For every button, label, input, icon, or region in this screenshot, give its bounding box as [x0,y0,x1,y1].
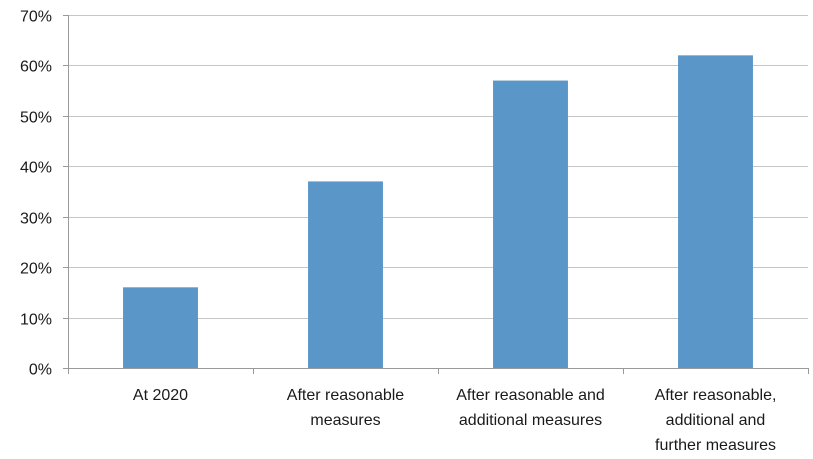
x-category-label-line: further measures [655,437,776,454]
gridlines [68,15,808,319]
x-category-label-line: At 2020 [133,387,188,404]
bar [308,181,383,368]
y-axis-tick-labels: 0% 10% 20% 30% 40% 50% 60% 70% [20,9,52,379]
x-category-label-line: measures [310,412,380,429]
x-category-label-line: After reasonable, [655,387,777,404]
y-tick-label: 60% [20,59,52,76]
bar [123,287,198,368]
axes [63,15,809,374]
bar [678,55,753,368]
y-tick-label: 30% [20,211,52,228]
x-category-label-line: After reasonable and [456,387,605,404]
y-tick-label: 0% [29,362,52,379]
bars [123,55,753,369]
bar [493,80,568,369]
y-tick-label: 20% [20,261,52,278]
x-category-label: At 2020 [133,387,188,404]
x-category-label-line: After reasonable [287,387,405,404]
x-category-label: After reasonable measures [287,387,405,429]
x-category-label: After reasonable and additional measures [456,387,605,429]
y-tick-label: 40% [20,160,52,177]
x-category-label: After reasonable, additional and further m… [655,387,777,454]
x-category-label-line: additional and [666,412,766,429]
y-tick-label: 10% [20,312,52,329]
y-tick-label: 50% [20,110,52,127]
y-tick-label: 70% [20,9,52,26]
x-category-label-line: additional measures [459,412,602,429]
